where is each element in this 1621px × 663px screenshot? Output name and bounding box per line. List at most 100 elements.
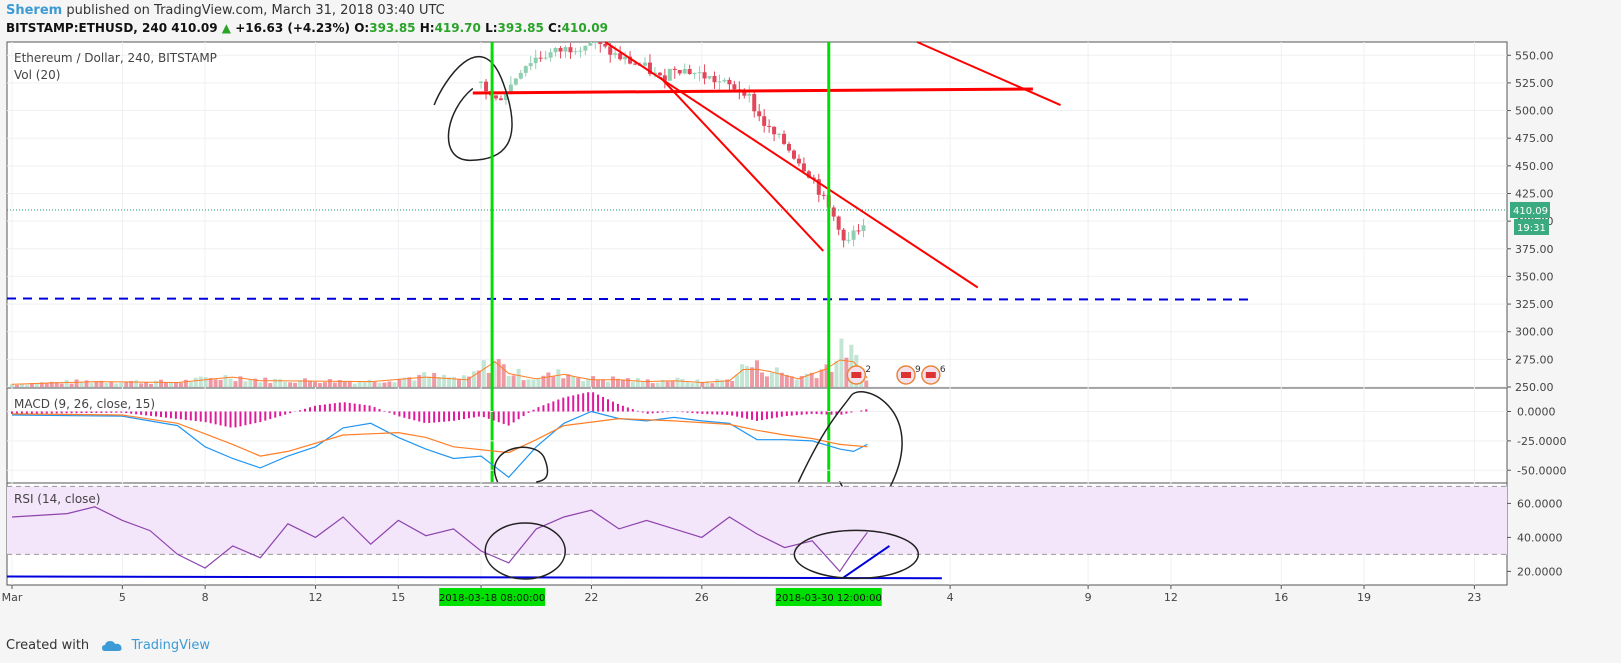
volume-bar	[730, 381, 735, 387]
rsi-tick-label: 60.0000	[1517, 497, 1563, 510]
candle-body	[732, 84, 737, 90]
candle-body	[523, 66, 528, 73]
candle-body	[662, 75, 667, 81]
volume-bar	[337, 380, 342, 387]
volume-bar	[556, 369, 561, 387]
volume-bar	[819, 369, 824, 387]
volume-bar	[834, 361, 839, 387]
tradingview-link[interactable]: TradingView	[131, 638, 210, 653]
us-flag-stripe	[925, 372, 936, 378]
volume-bar	[44, 382, 49, 387]
volume-bar	[59, 383, 64, 387]
last-price-label: 410.09	[1513, 206, 1548, 217]
volume-bar	[571, 376, 576, 387]
candle-body	[821, 194, 826, 196]
last-price-badge	[1510, 201, 1550, 218]
candle-body	[538, 57, 543, 59]
trendline-upper	[916, 41, 1061, 106]
x-tick-label: 26	[695, 591, 709, 604]
volume-bar	[799, 376, 804, 387]
volume-bar	[342, 381, 347, 387]
volume-bar	[516, 368, 521, 387]
candle-body	[796, 158, 801, 164]
volume-bar	[278, 379, 283, 387]
volume-bar	[273, 378, 278, 387]
volume-bar	[849, 344, 854, 387]
volume-bar	[253, 378, 258, 387]
volume-bar	[352, 383, 357, 387]
volume-ma-line	[11, 359, 868, 385]
volume-bar	[839, 338, 844, 387]
volume-bar	[387, 381, 392, 387]
volume-bar	[39, 382, 44, 387]
us-flag-stripe	[851, 372, 862, 378]
volume-bar	[104, 382, 109, 387]
volume-bar	[357, 381, 362, 387]
volume-bar	[54, 382, 59, 387]
volume-bar	[412, 380, 417, 387]
x-tick-label: 23	[1467, 591, 1481, 604]
volume-bar	[233, 381, 238, 387]
candle-body	[633, 63, 638, 65]
volume-bar	[188, 381, 193, 387]
x-tick-label: 4	[947, 591, 954, 604]
volume-bar	[755, 360, 759, 387]
candle-body	[752, 93, 757, 112]
rsi-divergence-line	[841, 545, 891, 580]
volume-bar	[685, 382, 690, 387]
candle-body	[628, 56, 633, 64]
volume-bar	[198, 376, 203, 387]
volume-bar	[263, 377, 268, 387]
candle-body	[598, 42, 603, 45]
volume-bar	[501, 364, 506, 387]
volume-bar	[526, 379, 531, 387]
volume-bar	[546, 372, 551, 387]
volume-bar	[14, 384, 19, 387]
candle-body	[702, 72, 707, 79]
rsi-panel-title: RSI (14, close)	[14, 492, 100, 506]
candle-body	[861, 225, 866, 232]
volume-bar	[794, 379, 799, 387]
volume-bar	[392, 382, 397, 387]
volume-bar	[327, 378, 332, 387]
volume-bar	[303, 378, 308, 387]
volume-bar	[591, 376, 596, 387]
candle-body	[816, 179, 821, 195]
rsi-annotation-circle	[793, 529, 920, 580]
volume-bar	[322, 382, 327, 387]
event-count: 9	[915, 365, 921, 375]
volume-bar	[769, 372, 774, 387]
candle-body	[623, 56, 628, 60]
volume-bar	[168, 382, 173, 387]
date-marker-label: 2018-03-18 08:00:00	[439, 593, 545, 604]
volume-bar	[601, 379, 606, 387]
volume-label: Vol (20)	[14, 68, 60, 82]
volume-bar	[74, 379, 79, 387]
x-tick-label: 15	[391, 591, 405, 604]
x-tick-label: 9	[1085, 591, 1092, 604]
volume-bar	[193, 377, 198, 387]
date-marker-badge	[439, 588, 546, 606]
volume-bar	[397, 378, 402, 387]
trendline-long	[604, 41, 979, 289]
candle-body	[657, 72, 662, 76]
volume-bar	[720, 380, 725, 387]
volume-bar	[442, 374, 447, 387]
volume-bar	[665, 381, 670, 387]
author-link[interactable]: Sherem	[6, 3, 63, 18]
volume-bar	[844, 357, 849, 387]
event-count: 6	[940, 365, 946, 375]
price-tick-label: 375.00	[1515, 243, 1554, 256]
volume-bar	[163, 382, 168, 387]
volume-bar	[610, 376, 615, 387]
candle-body	[508, 84, 513, 94]
volume-bar	[437, 376, 442, 387]
candle-body	[747, 93, 752, 96]
candle-body	[533, 57, 538, 64]
countdown-badge	[1514, 218, 1549, 235]
volume-bar	[481, 360, 486, 387]
volume-bar	[764, 376, 769, 387]
volume-bar	[521, 380, 526, 387]
x-tick-label: 12	[309, 591, 323, 604]
